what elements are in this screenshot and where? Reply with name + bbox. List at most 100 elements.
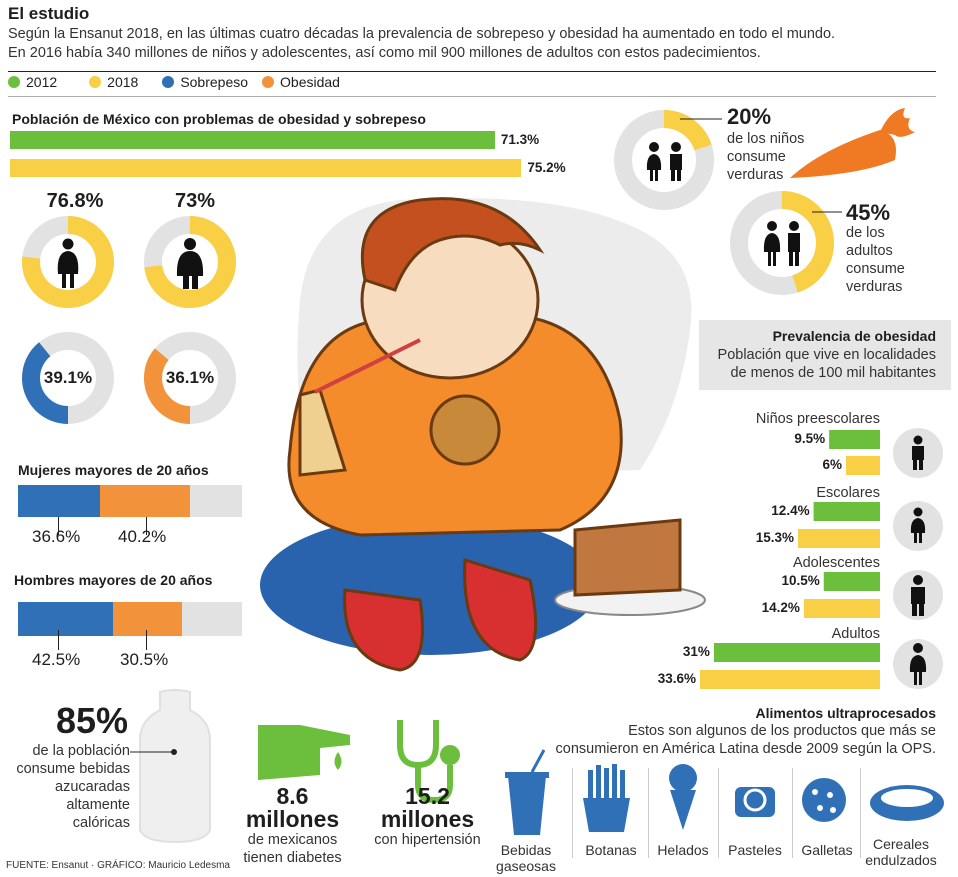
legend-label-2018: 2018 [107,74,139,90]
ultra-divider-1 [572,768,573,858]
burger-shape [429,394,501,466]
bar-2018 [10,159,522,177]
hombres-title: Hombres mayores de 20 años [14,572,213,588]
hipertension-unit: millones [380,806,475,832]
diabetes-stat: 8.6 millones de mexicanos tienen diabete… [235,785,350,867]
cake-roll-icon [735,787,775,817]
ultra-divider-3 [718,768,719,858]
header-divider [8,71,936,72]
legend-label-obesidad: Obesidad [280,74,340,90]
donut-men [144,216,236,308]
prevalencia-bars [700,430,880,689]
donut-sobrepeso-label: 39.1% [43,368,93,387]
donut-women [22,216,114,308]
prev-bar-2018-3 [700,670,880,689]
man-silhouette-icon [176,238,204,289]
ultra-item-galletas: Galletas [801,842,853,858]
adults-verduras-l1: de los [846,225,885,241]
prevalencia-icons [893,428,943,689]
straw-shape [314,338,421,394]
ultra-item-helados: Helados [657,842,709,858]
adults-silhouette-icon [763,221,800,266]
legend-swatch-obesidad [262,76,275,88]
ultra-item-bebidas-l1: Bebidas [500,842,552,858]
legend-swatch-sobrepeso [162,76,175,88]
bebidas-text: de la población consume bebidas azucarad… [8,742,130,832]
prevalencia-sub-2: de menos de 100 mil habitantes [730,365,936,381]
prevalencia-subtitle: Población que vive en localidades de men… [718,346,936,382]
ultra-item-cereales: Cereales endulzados [862,836,940,868]
ultra-item-cereales-l1: Cereales [872,836,930,852]
ultra-item-cereales-l2: endulzados [865,852,937,868]
footer-source: FUENTE: Ensanut · GRÁFICO: Mauricio Lede… [6,860,230,871]
ultra-item-bebidas-l2: gaseosas [496,858,556,874]
bebidas-l4: altamente [66,797,130,813]
ultra-item-botanas: Botanas [585,842,637,858]
donut-obesidad [144,332,236,424]
diabetes-l1: de mexicanos [247,832,338,848]
prev-label-2012-3: 31% [682,644,710,659]
kids-verduras-l2: consume [727,149,786,165]
adult-woman-icon [909,643,927,685]
bar-2012 [10,131,495,149]
donut-adults-verduras [730,191,842,295]
hombres-b-leader [146,630,147,650]
donut-obesidad-label: 36.1% [165,368,215,387]
donut-women-arc [22,216,114,308]
prevalencia-title: Prevalencia de obesidad [772,328,936,344]
bebidas-l5: calóricas [72,815,130,831]
prev-label-2018-3: 33.6% [657,671,696,686]
prev-bar-2018-2 [803,599,880,618]
glucose-test-icon [258,725,350,780]
ultra-divider-4 [792,768,793,858]
teen-icon [911,575,925,616]
bebidas-l1: de la población [32,743,130,759]
prev-bar-2012-0 [829,430,880,449]
bottle-icon [130,689,211,844]
cake-slice-shape [573,518,682,597]
diabetes-unit: millones [245,806,340,832]
mujeres-sobrepeso-label: 36.6% [32,527,81,546]
prev-bar-2018-0 [846,456,880,475]
donut-kids-arc [614,110,714,210]
hipertension-num: 15.2 [405,783,450,809]
legend-divider [8,96,936,97]
woman-silhouette-icon [57,238,79,288]
group-adolescentes-label: Adolescentes [792,555,880,571]
prev-bar-2012-3 [713,643,880,662]
prevalencia-sub-1: Población que vive en localidades [717,347,936,363]
adults-verduras-l4: verduras [846,279,903,295]
adults-verduras-pct: 45% [846,200,891,225]
bebidas-pct: 85% [56,700,129,741]
prev-label-2012-0: 9.5% [794,431,826,446]
preschool-child-icon [912,435,924,470]
prev-label-2018-2: 14.2% [761,600,800,615]
prev-label-2012-2: 10.5% [781,573,820,588]
mujeres-sobrepeso-bar [18,485,100,517]
donut-sobrepeso-arc [22,332,114,424]
children-silhouette-icon [646,142,682,181]
carrot-icon [790,108,915,178]
legend-label-2012: 2012 [26,74,58,90]
legend-item-sobrepeso: Sobrepeso [162,74,248,90]
top-bars-title: Población de México con problemas de obe… [12,111,426,127]
ultra-divider-5 [860,768,861,858]
group-escolares-label: Escolares [816,485,880,501]
hombres-obesidad-bar [113,602,182,636]
adults-verduras-l2: adultos [846,243,893,259]
adults-verduras-text: de los adultos consume verduras [846,224,905,296]
intro-line-2: En 2016 había 340 millones de niños y ad… [8,45,761,61]
soda-cup-shape [298,388,347,477]
prev-label-2012-1: 12.4% [771,503,810,518]
mujeres-title: Mujeres mayores de 20 años [18,462,209,478]
prev-bar-2012-1 [813,502,880,521]
left-shoe-shape [343,588,424,672]
bebidas-l2: consume bebidas [16,761,130,777]
hombres-sobrepeso-label: 42.5% [32,650,81,669]
ultra-item-pasteles: Pasteles [728,842,782,858]
mujeres-obesidad-label: 40.2% [118,527,167,546]
cereal-bowl-icon [870,785,944,821]
hair-shape [360,197,545,292]
intro-text: Según la Ensanut 2018, en las últimas cu… [8,25,908,63]
